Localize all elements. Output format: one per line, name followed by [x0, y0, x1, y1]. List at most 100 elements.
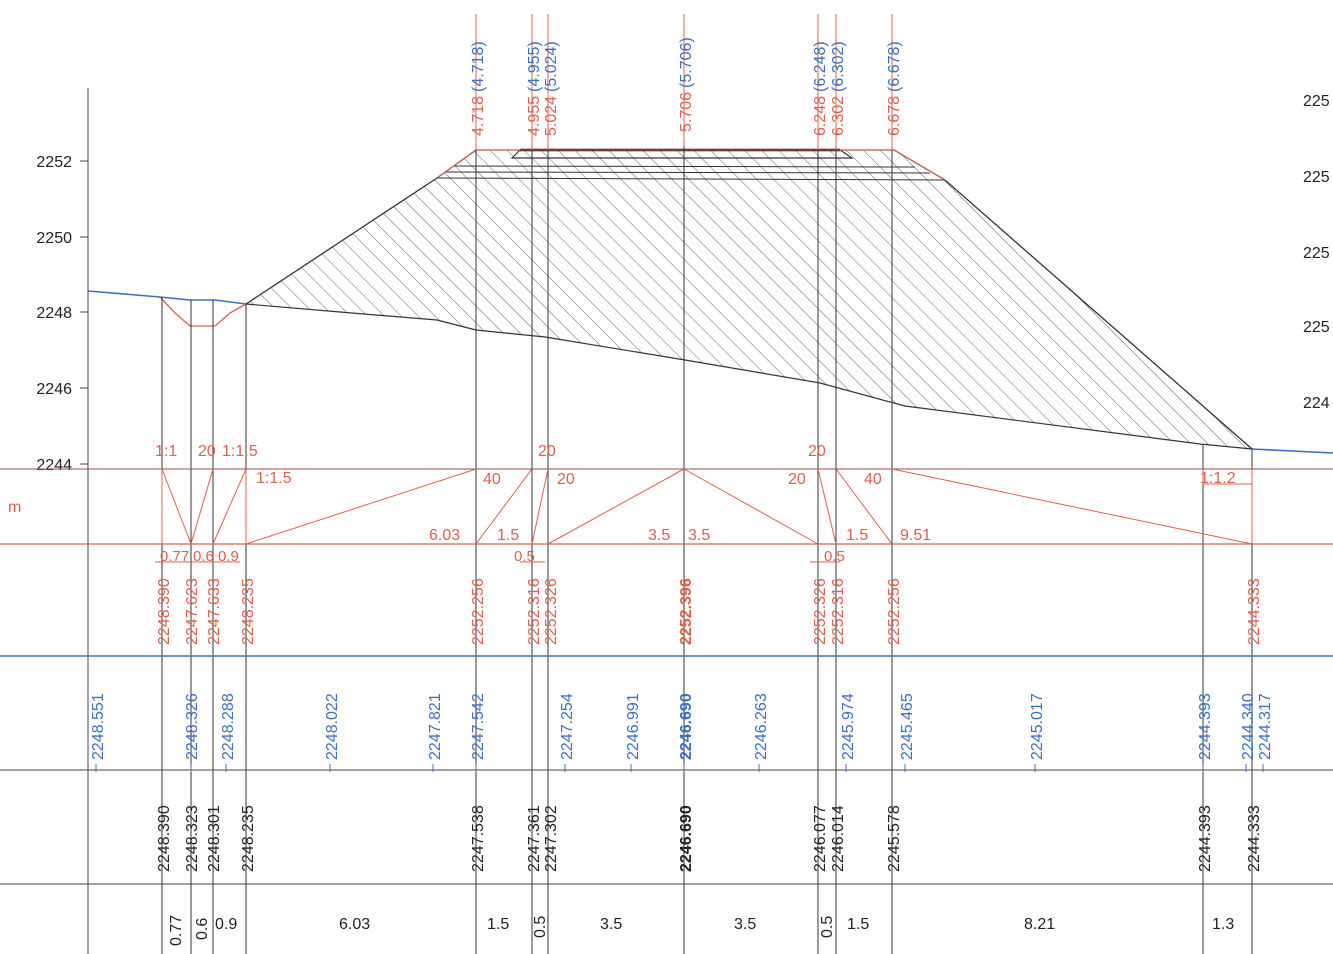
- ground-elevation: 2248.288: [220, 693, 237, 760]
- bottom-width: 3.5: [600, 916, 622, 933]
- ground-elevation: 2245.017: [1029, 693, 1046, 760]
- natural-ground-line: [87, 290, 1333, 454]
- width-label: 3.5: [648, 527, 670, 544]
- design-outline: [436, 149, 946, 181]
- elevation-tick-label: 2244: [36, 457, 72, 474]
- offset-existing-label: (6.248): [812, 41, 829, 92]
- offset-existing-label: (5.706): [678, 37, 695, 88]
- bottom-width: 1.3: [1212, 916, 1234, 933]
- existing-elevation: 2246.014: [830, 805, 847, 872]
- offset-existing-label: (4.718): [470, 41, 487, 92]
- bottom-width: 0.9: [215, 916, 237, 933]
- design-elevation: 2247.623: [184, 578, 201, 645]
- slope-label: 1:1.5: [256, 470, 292, 487]
- slope-label: 1:1.5: [222, 443, 258, 460]
- offset-design-label: 4.955: [526, 96, 543, 136]
- offset-existing-label: (4.955): [526, 41, 543, 92]
- svg-text:4.718(4.718): 4.718 (4.718): [470, 41, 487, 136]
- offset-design-label: 4.718: [470, 96, 487, 136]
- existing-elevation: 2247.538: [470, 805, 487, 872]
- existing-elevation: 2246.690: [678, 805, 695, 872]
- design-elevation: 2252.396: [678, 578, 695, 645]
- bottom-width: 0.5: [532, 916, 549, 938]
- unit-label: m: [8, 499, 21, 516]
- existing-elevation: 2248.235: [240, 805, 257, 872]
- elevation-axis: 2252 2250 2248 2246 2244: [36, 88, 89, 954]
- existing-elevation: 2248.323: [184, 805, 201, 872]
- existing-elevation-row: 2248.390 2248.323 2248.301 2248.235 2247…: [156, 805, 1263, 872]
- existing-elevation: 2247.361: [526, 805, 543, 872]
- right-tick-label: 225: [1303, 319, 1330, 336]
- ground-elevation: 2244.340: [1240, 693, 1257, 760]
- bottom-width: 0.6: [194, 918, 211, 940]
- slope-label: 1:1.2: [1200, 470, 1236, 487]
- ground-elevation: 2247.254: [559, 693, 576, 760]
- embankment-fill: [245, 148, 1253, 450]
- design-elevation: 2244.333: [1246, 578, 1263, 645]
- crossfall-diagram: [155, 468, 1253, 563]
- width-label: 1.5: [846, 527, 868, 544]
- bottom-width: 0.5: [819, 916, 836, 938]
- elevation-tick-label: 2248: [36, 305, 72, 322]
- ground-elevation: 2246.690: [678, 693, 695, 760]
- offset-design-label: 5.024: [543, 96, 560, 136]
- design-elevation-row: 2248.390 2247.623 2247.633 2248.235 2252…: [156, 578, 1263, 645]
- slope-label: 20: [198, 443, 216, 460]
- table-grid: [0, 468, 1333, 885]
- design-elevation: 2252.256: [886, 578, 903, 645]
- ground-elevation: 2248.551: [90, 693, 107, 760]
- ground-elevation: 2248.326: [184, 693, 201, 760]
- elevation-tick-2252: 2252: [36, 154, 88, 171]
- ground-elevation: 2248.022: [324, 693, 341, 760]
- station-lines: [161, 146, 1253, 954]
- slope-label: 1:1: [155, 443, 177, 460]
- ground-elevation: 2244.393: [1197, 693, 1214, 760]
- crossfall-label: 20: [557, 471, 575, 488]
- right-tick-label: 224: [1303, 395, 1330, 412]
- existing-elevation: 2247.302: [543, 805, 560, 872]
- svg-text:6.678(6.678): 6.678 (6.678): [886, 41, 903, 136]
- width-label: 1.5: [497, 527, 519, 544]
- design-elevation: 2252.256: [470, 578, 487, 645]
- elevation-tick-label: 2246: [36, 381, 72, 398]
- elevation-tick-label: 2250: [36, 230, 72, 247]
- design-elevation: 2252.316: [830, 578, 847, 645]
- slope-label: 20: [538, 443, 556, 460]
- station-markers-red: [475, 14, 893, 150]
- design-elevation: 2252.326: [543, 578, 560, 645]
- elevation-tick-2246: 2246: [36, 381, 88, 398]
- slope-label: 20: [808, 443, 826, 460]
- offset-design-label: 6.302: [830, 96, 847, 136]
- design-elevation: 2248.235: [240, 578, 257, 645]
- right-tick-label: 225: [1303, 245, 1330, 262]
- bottom-width: 1.5: [487, 916, 509, 933]
- crossfall-labels: 40 20 20 40: [483, 471, 882, 488]
- width-labels: 6.03 1.5 3.5 3.5 1.5 9.51: [429, 527, 931, 544]
- ground-elevation-row: 2248.551 2248.326 2248.288 2248.022 2247…: [90, 693, 1274, 760]
- offset-existing-label: (5.024): [543, 41, 560, 92]
- ground-elevation: 2246.263: [753, 693, 770, 760]
- bottom-width: 1.5: [847, 916, 869, 933]
- bottom-width: 0.77: [168, 915, 185, 946]
- ground-elevation: 2245.974: [840, 693, 857, 760]
- design-elevation: 2247.633: [206, 578, 223, 645]
- svg-text:6.302(6.302): 6.302 (6.302): [830, 41, 847, 136]
- existing-elevation: 2244.333: [1246, 805, 1263, 872]
- right-tick-label: 225: [1303, 93, 1330, 110]
- existing-elevation: 2248.301: [206, 805, 223, 872]
- ground-elevation: 2246.991: [625, 693, 642, 760]
- small-width-label: 0.5: [824, 548, 845, 565]
- width-label: 9.51: [900, 527, 931, 544]
- bottom-width: 8.21: [1024, 916, 1055, 933]
- slope-labels: 1:1 20 1:1.5 1:1.5 20 20 1:1.2: [155, 443, 1236, 487]
- offset-existing-label: (6.678): [886, 41, 903, 92]
- ground-elevation: 2245.465: [899, 693, 916, 760]
- ground-elevation-ticks: [95, 764, 1264, 772]
- small-width-labels: 0.77 0.6 0.9 0.5 0.5: [160, 548, 845, 565]
- width-label: 3.5: [688, 527, 710, 544]
- elevation-tick-2248: 2248: [36, 305, 88, 322]
- small-width-label: 0.77: [160, 548, 189, 565]
- offset-design-label: 6.678: [886, 96, 903, 136]
- small-width-label: 0.6: [193, 548, 214, 565]
